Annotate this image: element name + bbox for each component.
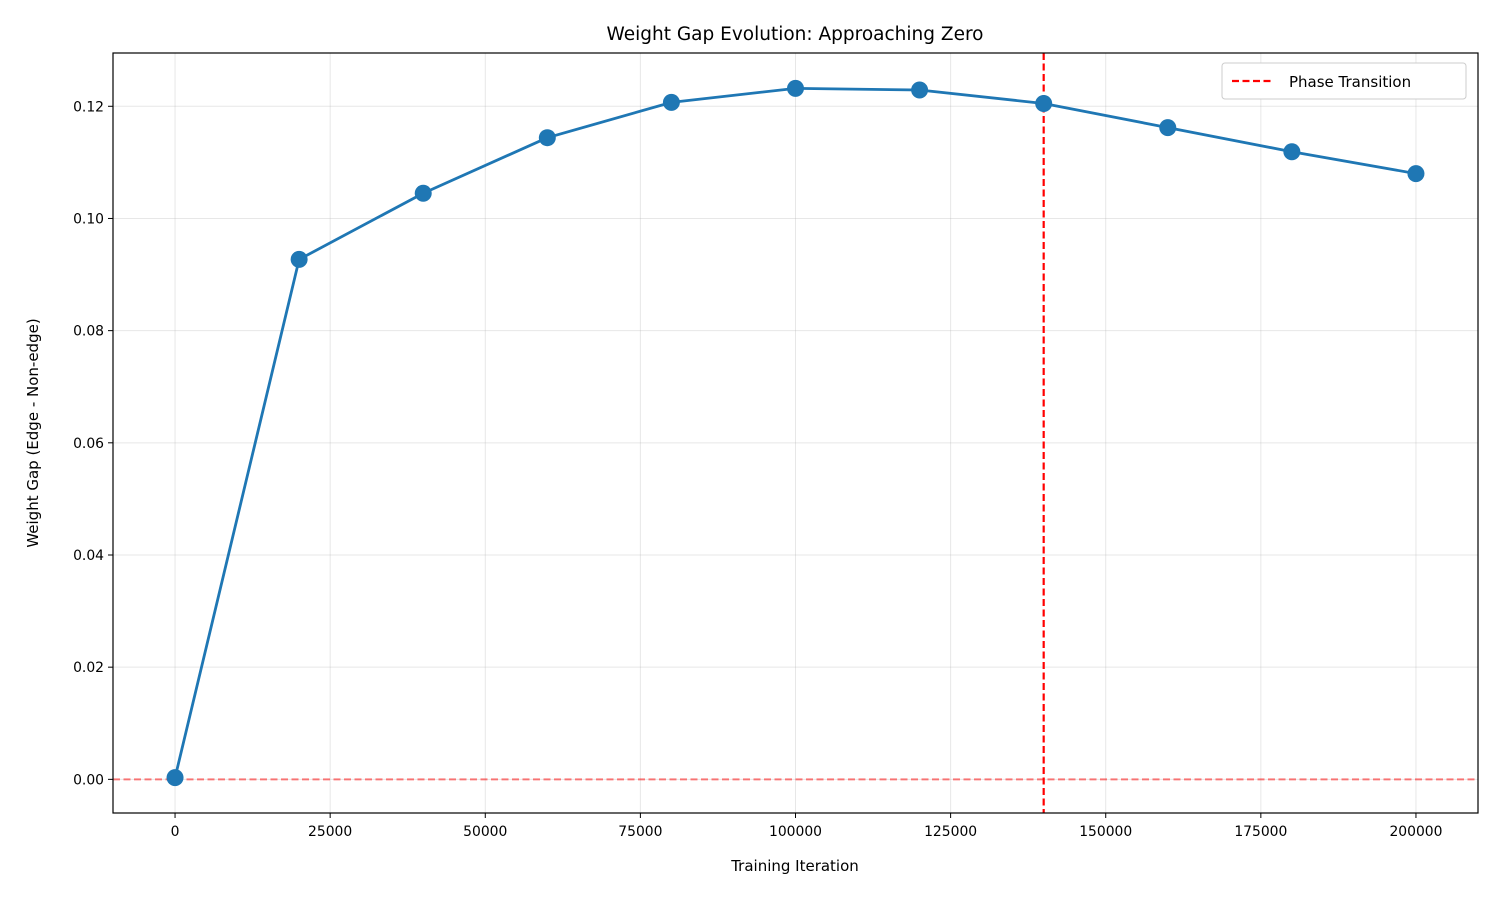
data-point: [166, 769, 184, 787]
data-point: [787, 79, 804, 97]
reference-lines: [113, 53, 1478, 813]
x-axis-ticks: 0 25000 50000 75000 100000 125000 150000 175000…: [171, 813, 1442, 840]
y-tick-label: 0.10: [73, 211, 104, 227]
x-tick-label: 100000: [769, 824, 822, 840]
x-axis-label: Training Iteration: [730, 857, 859, 875]
x-tick-label: 175000: [1234, 824, 1287, 840]
data-point: [1283, 143, 1301, 161]
x-tick-label: 25000: [308, 824, 352, 840]
x-tick-label: 125000: [924, 824, 977, 840]
series: [166, 79, 1425, 787]
y-tick-label: 0.00: [73, 772, 104, 788]
data-point: [662, 93, 680, 111]
legend-entry-phase-transition: Phase Transition: [1289, 73, 1411, 91]
data-point: [414, 184, 432, 202]
chart-title: Weight Gap Evolution: Approaching Zero: [607, 24, 984, 45]
x-tick-label: 50000: [463, 824, 507, 840]
data-point: [1407, 165, 1425, 183]
legend: Phase Transition: [1221, 62, 1467, 100]
data-point: [290, 250, 308, 268]
data-point: [538, 129, 556, 147]
x-tick-label: 75000: [618, 824, 662, 840]
x-tick-label: 0: [171, 824, 180, 840]
y-tick-label: 0.06: [73, 436, 104, 452]
x-tick-label: 150000: [1079, 824, 1132, 840]
x-tick-label: 200000: [1389, 824, 1442, 840]
y-axis-label: Weight Gap (Edge - Non-edge): [24, 318, 42, 547]
y-tick-label: 0.02: [73, 660, 104, 676]
y-tick-label: 0.04: [73, 548, 104, 564]
data-point: [1035, 94, 1053, 112]
y-tick-label: 0.12: [73, 99, 104, 115]
legend-box: [1221, 62, 1467, 100]
y-tick-label: 0.08: [73, 324, 104, 340]
y-axis-ticks: 0.00 0.02 0.04 0.06 0.08 0.10 0.12: [73, 99, 113, 788]
data-point: [911, 81, 929, 99]
data-point: [1159, 119, 1177, 137]
